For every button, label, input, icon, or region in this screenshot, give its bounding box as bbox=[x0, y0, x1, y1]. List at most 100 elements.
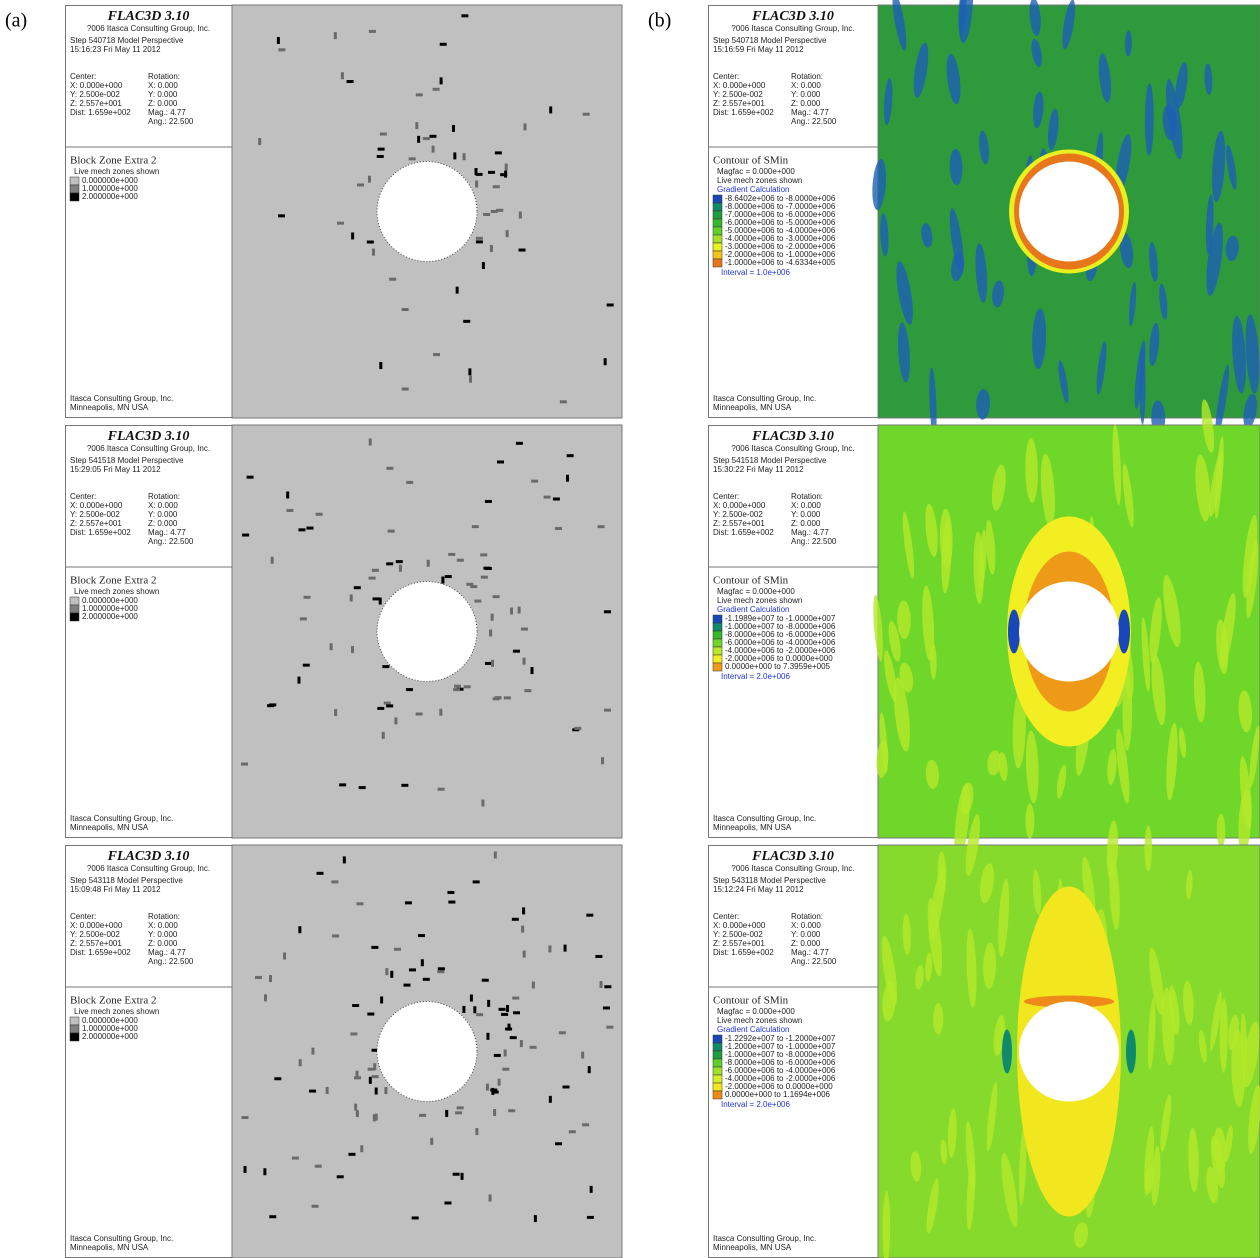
contour-streak bbox=[1210, 1135, 1226, 1189]
contour-streak bbox=[1216, 813, 1226, 848]
failed-zone bbox=[367, 1012, 375, 1016]
copyright: ?006 Itasca Consulting Group, Inc. bbox=[87, 864, 210, 873]
contour-streak bbox=[893, 677, 910, 752]
failed-zone bbox=[269, 703, 277, 707]
contour-streak bbox=[1119, 232, 1134, 269]
failed-zone bbox=[523, 123, 527, 131]
rotation-value: Mag.: 4.77 bbox=[148, 948, 186, 957]
legend-swatch bbox=[712, 1050, 723, 1060]
failed-zone bbox=[463, 319, 471, 323]
failed-zone bbox=[455, 1111, 463, 1115]
timestamp: 15:16:23 Fri May 11 2012 bbox=[70, 45, 161, 54]
panel-label: (b) bbox=[648, 10, 671, 32]
legend-item: -3.0000e+006 to -2.0000e+006 bbox=[725, 242, 836, 251]
rotation-label: Rotation: bbox=[148, 492, 180, 501]
contour-streak bbox=[925, 952, 933, 982]
legend-line: Magfac = 0.000e+000 bbox=[717, 587, 795, 596]
footer: Itasca Consulting Group, Inc. bbox=[713, 814, 816, 823]
legend-item: 2.000000e+000 bbox=[82, 1032, 138, 1041]
legend-swatch bbox=[69, 1032, 80, 1042]
failed-zone bbox=[468, 368, 472, 376]
contour-streak bbox=[998, 751, 1008, 782]
failed-zone bbox=[263, 994, 267, 1002]
contour-streak bbox=[992, 280, 1005, 308]
failed-zone bbox=[461, 14, 469, 18]
failed-zone bbox=[283, 952, 287, 960]
failed-zone bbox=[508, 1109, 516, 1113]
failed-zone bbox=[507, 1023, 511, 1031]
failed-zone bbox=[298, 1059, 302, 1067]
failed-zone bbox=[394, 717, 398, 725]
contour-streak bbox=[883, 78, 893, 126]
legend-swatch bbox=[69, 1024, 80, 1034]
failed-zone bbox=[278, 214, 286, 218]
center-label: Center: bbox=[713, 72, 739, 81]
center-label: Center: bbox=[70, 492, 96, 501]
failed-zone bbox=[242, 533, 250, 537]
failed-zone bbox=[417, 934, 425, 938]
rotation-value: Ang.: 22.500 bbox=[148, 117, 194, 126]
contour-streak bbox=[1216, 619, 1229, 675]
failed-zone bbox=[401, 783, 409, 787]
failed-zone bbox=[395, 560, 403, 564]
failed-zone bbox=[603, 358, 607, 366]
failed-zone bbox=[568, 1130, 576, 1134]
contour-streak bbox=[954, 783, 971, 860]
contour-streak bbox=[1211, 130, 1226, 203]
failed-zone bbox=[476, 1013, 484, 1017]
center-label: Center: bbox=[70, 912, 96, 921]
failed-zone bbox=[372, 597, 380, 601]
failed-zone bbox=[417, 135, 421, 143]
failed-zone bbox=[373, 1063, 377, 1071]
failed-zone bbox=[606, 1025, 614, 1029]
failed-zone bbox=[488, 1194, 492, 1202]
failed-zone bbox=[512, 996, 520, 1000]
contour-streak bbox=[1166, 722, 1178, 801]
info-box bbox=[708, 845, 879, 1258]
contour-streak bbox=[986, 1081, 998, 1152]
legend-item: -8.0000e+006 to -6.0000e+006 bbox=[725, 630, 836, 639]
failed-zone bbox=[601, 757, 605, 765]
contour-zone bbox=[1118, 609, 1130, 654]
contour-streak bbox=[966, 928, 977, 1009]
legend-swatch bbox=[712, 1090, 723, 1100]
failed-zone bbox=[437, 787, 445, 791]
rotation-label: Rotation: bbox=[148, 912, 180, 921]
failed-zone bbox=[586, 1215, 594, 1219]
footer: Itasca Consulting Group, Inc. bbox=[713, 1234, 816, 1243]
excavation bbox=[1019, 1001, 1119, 1102]
failed-zone bbox=[431, 145, 435, 153]
center-value: Z: 2.557e+001 bbox=[70, 939, 122, 948]
failed-zone bbox=[509, 1036, 517, 1040]
failed-zone bbox=[492, 185, 500, 189]
contour-streak bbox=[1025, 438, 1038, 503]
center-value: X: 0.000e+000 bbox=[713, 921, 766, 930]
failed-zone bbox=[372, 1114, 376, 1122]
failed-zone bbox=[371, 1048, 379, 1052]
failed-zone bbox=[502, 1067, 510, 1071]
contour-streak bbox=[940, 1139, 948, 1165]
failed-zone bbox=[377, 706, 385, 710]
legend-item: 1.000000e+000 bbox=[82, 1024, 138, 1033]
legend-swatch bbox=[712, 614, 723, 624]
failed-zone bbox=[401, 387, 409, 391]
failed-zone bbox=[354, 1103, 358, 1111]
failed-zone bbox=[453, 152, 457, 160]
contour-streak bbox=[949, 148, 963, 186]
legend-item: -1.0000e+007 to -8.0000e+006 bbox=[725, 1050, 836, 1059]
legend-item: 1.000000e+000 bbox=[82, 604, 138, 613]
legend-interval: Interval = 1.0e+006 bbox=[721, 268, 790, 277]
center-label: Center: bbox=[70, 72, 96, 81]
failed-zone bbox=[480, 553, 488, 557]
legend-swatch bbox=[712, 234, 723, 244]
failed-zone bbox=[474, 168, 478, 176]
failed-zone bbox=[415, 712, 423, 716]
failed-zone bbox=[492, 595, 500, 599]
contour-streak bbox=[1151, 654, 1166, 726]
failed-zone bbox=[371, 945, 379, 949]
failed-zone bbox=[462, 1005, 466, 1013]
contour-streak bbox=[1144, 83, 1154, 156]
legend-swatch bbox=[69, 184, 80, 194]
contour-streak bbox=[925, 503, 938, 557]
failed-zone bbox=[316, 871, 324, 875]
